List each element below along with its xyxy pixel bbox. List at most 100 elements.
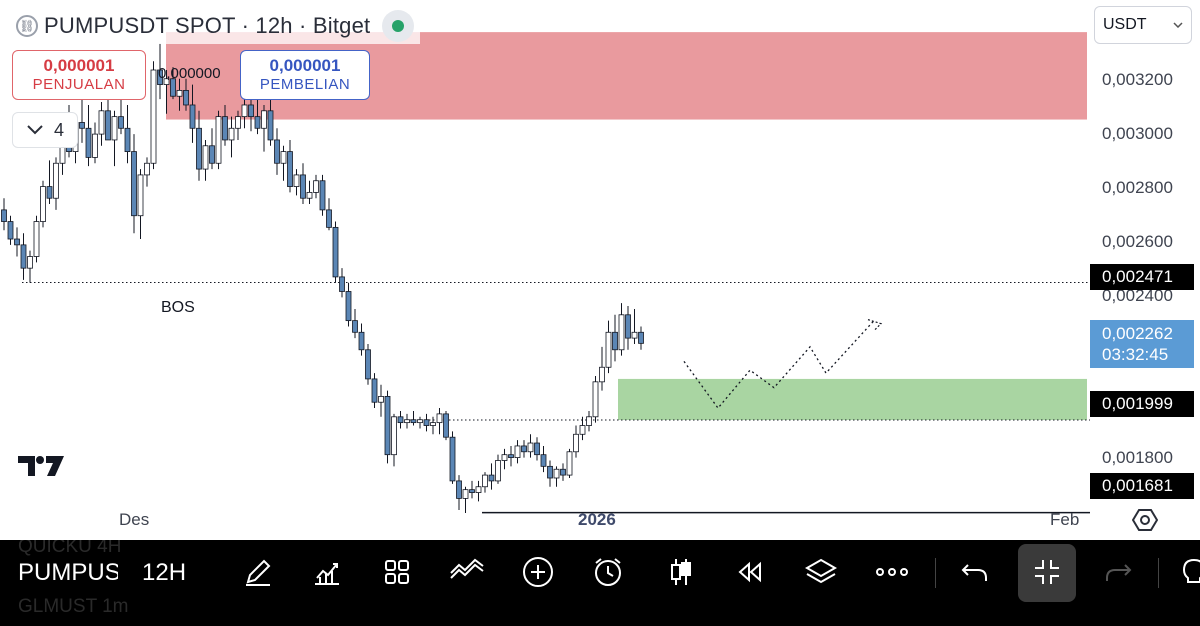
exit-fullscreen-icon[interactable] [1029, 554, 1065, 590]
candle [365, 343, 371, 385]
candle-body [417, 419, 423, 424]
level-tag-low: 0,001681 [1090, 473, 1194, 499]
candle [313, 174, 319, 199]
currency-select[interactable]: USDT [1094, 6, 1192, 44]
candle [332, 221, 339, 283]
buy-button[interactable]: 0,000001 PEMBELIAN [240, 50, 370, 100]
price-axis-label: 0,003000 [1102, 124, 1173, 143]
candle-body [339, 276, 345, 292]
toolbar-divider [1158, 558, 1159, 588]
candle [534, 437, 540, 461]
candle-body [202, 145, 209, 170]
candle-body [612, 331, 618, 351]
candle-body [495, 460, 501, 482]
candle [391, 413, 397, 467]
indicator-collapse-button[interactable]: 4 [12, 112, 78, 148]
candle [261, 104, 267, 152]
layout-grid-icon[interactable] [379, 554, 415, 590]
candle-body [332, 226, 339, 278]
candle-body [137, 174, 144, 217]
fullscreen-exit-button[interactable] [1018, 544, 1076, 602]
candle [170, 67, 176, 100]
candle-body [183, 90, 189, 106]
candle-body [222, 116, 228, 141]
candle-body [586, 416, 592, 426]
candle-body [449, 436, 456, 482]
candle [443, 410, 449, 441]
symbol-title: PUMPUSDT SPOT · 12h · Bitget [44, 13, 371, 38]
candle [469, 480, 475, 499]
status-dot-icon [392, 20, 405, 32]
compare-icon[interactable] [449, 554, 485, 590]
bos-annotation: BOS [161, 299, 195, 316]
candle-body [235, 116, 241, 129]
candle [501, 448, 508, 470]
candle [560, 463, 566, 481]
replay-icon[interactable] [732, 554, 768, 590]
tradingview-logo-icon [18, 456, 64, 476]
candle [573, 425, 579, 458]
symbol-header[interactable]: ⛓ PUMPUSDT SPOT · 12h · Bitget [10, 8, 421, 44]
undo-icon[interactable] [957, 554, 993, 590]
candle [618, 303, 625, 356]
candle-body [631, 331, 638, 339]
idea-icon[interactable] [1176, 554, 1200, 590]
redo-icon[interactable] [1100, 554, 1136, 590]
buy-price: 0,000001 [269, 56, 341, 75]
layers-icon[interactable] [803, 554, 839, 590]
projection-path [683, 320, 875, 410]
add-icon[interactable] [520, 554, 556, 590]
price-chart[interactable] [0, 0, 1200, 540]
candle [540, 445, 547, 473]
candle-body [79, 122, 85, 129]
candle-body [599, 366, 605, 383]
candle-body [241, 104, 248, 118]
indicators-icon[interactable] [309, 554, 345, 590]
candle-body [378, 395, 384, 403]
time-axis-label: 2026 [578, 510, 616, 529]
more-icon[interactable] [874, 554, 910, 590]
candle [144, 157, 150, 187]
candle-body [521, 445, 527, 453]
candle-body [508, 454, 514, 458]
settings-icon[interactable] [1132, 507, 1158, 533]
candle-body [501, 454, 508, 461]
candle-body [592, 381, 599, 418]
candle [40, 180, 46, 228]
candle [137, 169, 144, 240]
candle [7, 215, 14, 245]
last-price-value: 0,002262 [1102, 324, 1173, 343]
candle [293, 169, 300, 196]
last-price-tag: 0,002262 03:32:45 [1090, 320, 1194, 368]
candle [306, 180, 313, 205]
candle [196, 110, 202, 181]
candle-body [7, 221, 14, 240]
candle-body [33, 221, 40, 257]
toolbar-symbol[interactable]: PUMPUSDT [18, 559, 118, 586]
level-tag-value: 0,001999 [1102, 394, 1173, 413]
level-tag-value: 0,002471 [1102, 267, 1173, 286]
chevron-down-icon [27, 125, 43, 135]
candle [27, 250, 33, 283]
candlestick-icon[interactable] [663, 554, 699, 590]
candle [202, 139, 209, 181]
candle [553, 466, 560, 487]
candle [1, 198, 7, 231]
candle [410, 410, 417, 426]
candle-body [358, 331, 365, 351]
candle [423, 413, 430, 432]
candle-body [261, 110, 267, 129]
alarm-icon[interactable] [590, 554, 626, 590]
toolbar-interval[interactable]: 12H [142, 559, 187, 586]
candle [319, 174, 326, 216]
candle [521, 440, 527, 458]
candle [586, 410, 592, 432]
candle-body [131, 151, 137, 217]
candle [14, 227, 20, 257]
candle-body [300, 174, 306, 199]
candle [163, 70, 170, 114]
candle-body [118, 116, 124, 129]
sell-button[interactable]: 0,000001 PENJUALAN [12, 50, 146, 100]
drawing-tools-icon[interactable] [240, 554, 276, 590]
sell-price: 0,000001 [43, 56, 115, 75]
